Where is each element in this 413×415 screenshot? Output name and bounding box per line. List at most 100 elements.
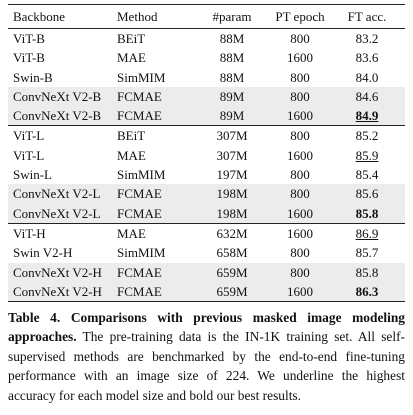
table-row: ViT-B MAE 88M 1600 83.6	[8, 48, 405, 67]
table-cell: MAE	[117, 225, 146, 241]
table-row: Swin-B SimMIM 88M 800 84.0	[8, 68, 405, 87]
header-cell: FT acc.	[347, 9, 387, 24]
header-cell: PT epoch	[275, 9, 325, 24]
table-cell: 658M	[216, 245, 248, 261]
header-cell: Backbone	[13, 9, 65, 24]
table-cell: FCMAE	[117, 264, 162, 280]
header-row: Backbone Method #param PT epoch FT acc.	[8, 5, 405, 28]
table-cell: 800	[290, 167, 310, 183]
table-cell: 84.6	[355, 88, 379, 104]
table-cell: ViT-L	[13, 147, 45, 163]
table-cell: 84.0	[355, 69, 379, 85]
top-rule	[8, 4, 405, 5]
table-row: Swin V2-H SimMIM 658M 800 85.7	[8, 243, 405, 262]
table-cell: 85.8	[355, 264, 379, 280]
table-row: ConvNeXt V2-H FCMAE 659M 800 85.8	[8, 262, 405, 282]
header-cell: Method	[117, 9, 158, 24]
table-cell: FCMAE	[117, 186, 162, 202]
table-row: ViT-L MAE 307M 1600 85.9	[8, 146, 405, 165]
table-cell: ViT-B	[13, 50, 45, 66]
table-cell: 800	[290, 31, 310, 46]
table-cell: 800	[290, 128, 310, 144]
table-cell: 307M	[216, 147, 248, 163]
table-cell: 85.7	[355, 245, 379, 261]
bottom-rule	[8, 301, 405, 303]
table-cell: FCMAE	[117, 283, 162, 299]
table-cell: 89M	[219, 88, 245, 104]
table-cell: 85.9	[355, 147, 379, 163]
table-cell: ViT-L	[13, 128, 45, 144]
table-cell: 307M	[216, 128, 248, 144]
header-cell: #param	[212, 9, 252, 24]
table-row: ConvNeXt V2-H FCMAE 659M 1600 86.3	[8, 281, 405, 302]
table-cell: 1600	[287, 50, 313, 66]
table-cell: Swin-L	[13, 167, 52, 183]
caption-text: The pre-training data is the IN-1K train…	[8, 329, 405, 403]
table-cell: ConvNeXt V2-L	[13, 186, 101, 202]
table-row: ViT-L BEiT 307M 800 85.2	[8, 126, 405, 145]
table-cell: 1600	[287, 147, 313, 163]
table-cell: MAE	[117, 147, 146, 163]
table-cell: Swin-B	[13, 69, 53, 85]
table-caption: Table 4. Comparisons with previous maske…	[8, 308, 405, 405]
table-cell: ConvNeXt V2-H	[13, 283, 102, 299]
table-cell: ViT-H	[13, 225, 46, 241]
table-cell: ViT-B	[13, 31, 45, 46]
table-cell: 85.6	[355, 186, 379, 202]
table-cell: 632M	[216, 225, 248, 241]
table-cell: 1600	[287, 108, 313, 124]
table-cell: FCMAE	[117, 108, 162, 124]
table-cell: 85.4	[355, 167, 379, 183]
table-cell: ConvNeXt V2-B	[13, 88, 102, 104]
table-cell: 800	[290, 264, 310, 280]
table-cell: FCMAE	[117, 88, 162, 104]
table-cell: SimMIM	[117, 69, 166, 85]
table-cell: 800	[290, 186, 310, 202]
table-cell: BEiT	[117, 128, 146, 144]
table-cell: SimMIM	[117, 245, 166, 261]
table-cell: 88M	[219, 31, 245, 46]
caption-title: Comparisons with previous masked image m…	[8, 310, 405, 345]
table-cell: 800	[290, 69, 310, 85]
group-rule	[8, 125, 405, 127]
table-cell: 198M	[216, 205, 248, 221]
table-row: Swin-L SimMIM 197M 800 85.4	[8, 165, 405, 184]
table-cell: 659M	[216, 264, 248, 280]
table-cell: 85.8	[355, 205, 379, 221]
table-row: ConvNeXt V2-L FCMAE 198M 1600 85.8	[8, 203, 405, 223]
group-rule	[8, 28, 405, 29]
results-table: Backbone Method #param PT epoch FT acc. ViT-B…	[8, 4, 405, 303]
table-cell: 83.6	[355, 50, 379, 66]
table-cell: 659M	[216, 283, 248, 299]
table-cell: ConvNeXt V2-B	[13, 108, 102, 124]
group-rule	[8, 222, 405, 224]
table-row: ViT-H MAE 632M 1600 86.9	[8, 224, 405, 243]
table-cell: 198M	[216, 186, 248, 202]
table-cell: 1600	[287, 205, 313, 221]
table-cell: ConvNeXt V2-L	[13, 205, 101, 221]
table-cell: 88M	[219, 50, 245, 66]
caption-label: Table 4.	[8, 310, 61, 325]
table-cell: Swin V2-H	[13, 245, 73, 261]
table-row: ConvNeXt V2-L FCMAE 198M 800 85.6	[8, 184, 405, 204]
table-cell: 800	[290, 88, 310, 104]
table-cell: SimMIM	[117, 167, 166, 183]
table-cell: FCMAE	[117, 205, 162, 221]
table-row: ViT-B BEiT 88M 800 83.2	[8, 29, 405, 48]
table-cell: 89M	[219, 108, 245, 124]
table-cell: 1600	[287, 283, 313, 299]
table-cell: MAE	[117, 50, 146, 66]
table-row: ConvNeXt V2-B FCMAE 89M 800 84.6	[8, 86, 405, 107]
table-cell: 85.2	[355, 128, 379, 144]
table-cell: 800	[290, 245, 310, 261]
table-cell: 83.2	[355, 31, 379, 46]
table-cell: 197M	[216, 167, 248, 183]
table-row: ConvNeXt V2-B FCMAE 89M 1600 84.9	[8, 106, 405, 126]
table-cell: ConvNeXt V2-H	[13, 264, 102, 280]
table-cell: 1600	[287, 225, 313, 241]
table-cell: 86.3	[355, 283, 379, 299]
table-cell: 88M	[219, 69, 245, 85]
table-cell: BEiT	[117, 31, 146, 46]
table-cell: 84.9	[355, 108, 379, 124]
